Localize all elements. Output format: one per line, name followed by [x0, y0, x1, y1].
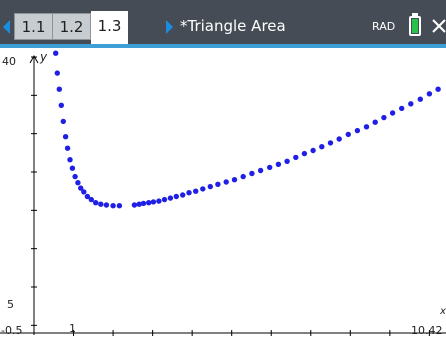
data-point — [60, 118, 66, 125]
angle-mode-indicator: RAD — [372, 20, 396, 33]
data-point — [249, 170, 255, 177]
data-point — [231, 177, 238, 183]
data-point — [327, 140, 334, 146]
data-point — [336, 136, 342, 142]
data-point — [372, 119, 378, 125]
data-point — [88, 196, 95, 203]
y-axis-label: y — [39, 50, 48, 64]
data-point — [84, 193, 91, 200]
data-point — [381, 114, 387, 121]
tab-1-3-active[interactable]: 1.3 — [91, 11, 128, 44]
data-point — [75, 180, 81, 186]
data-point — [93, 200, 99, 206]
data-point — [310, 147, 316, 154]
close-icon — [432, 19, 446, 33]
data-point — [408, 101, 414, 107]
data-point — [131, 202, 138, 208]
data-point — [207, 183, 213, 190]
data-point — [167, 195, 174, 201]
data-point — [200, 186, 206, 192]
y-ticks — [31, 56, 37, 326]
data-point — [78, 185, 84, 191]
data-point — [180, 192, 186, 198]
data-point — [103, 202, 110, 208]
data-point — [54, 70, 60, 76]
data-point — [156, 198, 162, 204]
data-point — [257, 167, 264, 174]
data-point — [363, 124, 370, 130]
data-point — [186, 190, 192, 196]
active-tab-underline — [0, 44, 446, 48]
data-point — [417, 96, 423, 102]
data-point — [293, 154, 299, 161]
data-point — [146, 200, 152, 206]
x-tick-label: 1 — [69, 322, 76, 335]
y-axis-arrow — [29, 54, 39, 64]
scatter-series — [53, 50, 441, 209]
data-point — [72, 173, 78, 180]
arrow-right-icon[interactable] — [166, 20, 173, 34]
x-axis-label: x — [439, 306, 446, 317]
data-point — [56, 86, 62, 92]
data-point — [215, 181, 221, 187]
tab-bar: 1.1 1.2 1.3 *Triangle Area RAD — [0, 0, 446, 44]
data-point — [58, 102, 64, 108]
data-point — [345, 131, 351, 138]
tab-1-2[interactable]: 1.2 — [53, 13, 91, 40]
data-point — [240, 173, 246, 180]
x-min-label: -0.5 — [1, 324, 22, 337]
data-point — [116, 203, 123, 209]
x-max-label: 10.42 — [411, 324, 443, 337]
document-title: *Triangle Area — [180, 17, 286, 35]
data-point — [173, 193, 179, 200]
data-point — [136, 201, 142, 207]
data-point — [223, 179, 229, 185]
battery-level — [412, 19, 418, 33]
data-point — [150, 199, 157, 205]
battery-icon — [409, 16, 421, 36]
y-max-label: 40 — [2, 55, 16, 68]
data-point — [389, 110, 396, 116]
data-point — [426, 91, 433, 97]
data-point — [193, 188, 199, 194]
graph-area[interactable]: 40 y 5 -0.5 1 x 10.42 — [0, 48, 446, 338]
data-point — [81, 189, 87, 195]
battery-tip — [412, 13, 418, 16]
data-point — [69, 165, 76, 171]
data-point — [267, 164, 273, 171]
close-button[interactable] — [429, 13, 446, 40]
y-tick-label: 5 — [7, 298, 14, 311]
arrow-left-icon[interactable] — [3, 20, 10, 34]
data-point — [64, 145, 71, 151]
data-point — [399, 105, 405, 112]
data-point — [161, 196, 168, 203]
data-point — [98, 201, 104, 207]
data-point — [435, 86, 441, 92]
data-point — [140, 200, 147, 207]
data-point — [319, 144, 325, 150]
tab-1-1[interactable]: 1.1 — [14, 13, 53, 40]
data-point — [67, 157, 73, 163]
data-point — [62, 134, 69, 140]
x-ticks — [73, 330, 430, 336]
data-point — [53, 50, 59, 56]
data-point — [275, 161, 282, 167]
data-point — [301, 150, 308, 157]
data-point — [354, 127, 361, 134]
data-point — [284, 158, 290, 164]
data-point — [110, 203, 116, 209]
